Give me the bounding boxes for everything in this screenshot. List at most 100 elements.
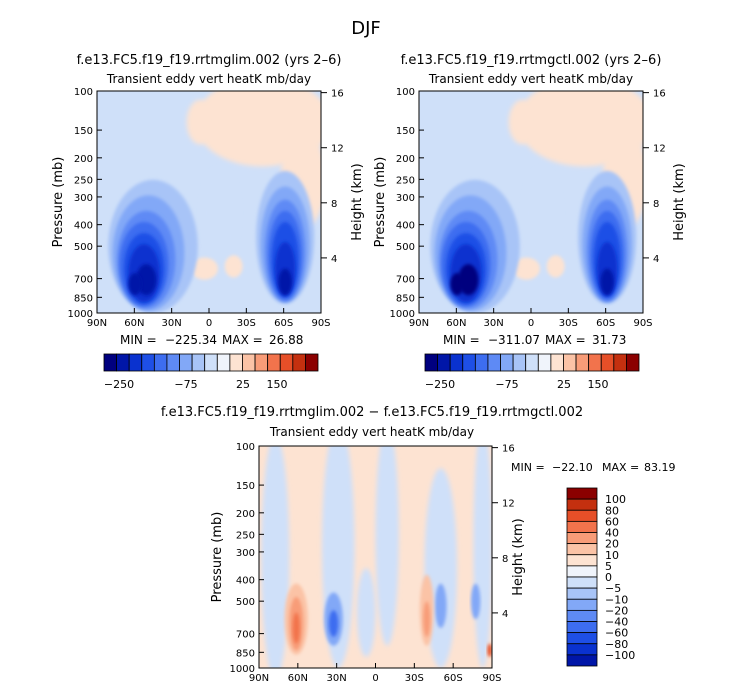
- colorbar-swatch: [566, 654, 598, 667]
- colorbar-swatch: [305, 353, 319, 372]
- x-tick-label: 90S: [633, 318, 652, 329]
- panel-3-y-axis: 100 150 200 250 300 400 500 700 850 1000: [230, 442, 264, 675]
- panel-3-colorbar-label: 0: [605, 571, 612, 584]
- panel-3-colorbar-label: −40: [605, 616, 628, 629]
- x-tick-label: 90N: [87, 318, 107, 329]
- colorbar-swatch: [566, 532, 598, 545]
- x-tick-label: 0: [528, 318, 534, 329]
- panel-3-title: f.e13.FC5.f19_f19.rrtmglim.002 − f.e13.F…: [161, 405, 583, 420]
- x-tick-label: 60N: [288, 673, 308, 684]
- x-tick-label: 30S: [405, 673, 424, 684]
- panel-1-colorbar-label: −250: [104, 378, 134, 391]
- y-tick-label: 500: [396, 242, 415, 253]
- y-tick-label: 100: [396, 87, 415, 98]
- colorbar-swatch: [179, 353, 193, 372]
- panel-2-colorbar-label: −75: [495, 378, 518, 391]
- panel-2-colorbar-label: 25: [557, 378, 571, 391]
- y-right-tick-label: 12: [331, 144, 344, 155]
- panel-2-ylabel-right: Height (km): [672, 163, 687, 240]
- x-tick-label: 60S: [596, 318, 615, 329]
- y-right-tick-label: 16: [502, 444, 515, 455]
- y-tick-label: 100: [74, 87, 93, 98]
- panel-2-colorbar-labels: −250 −75 25 150: [425, 378, 609, 391]
- panel-1-min-label: MIN =: [120, 333, 157, 347]
- colorbar-swatch: [292, 353, 306, 372]
- colorbar-swatch: [613, 353, 627, 372]
- panel-3-max-value: 83.19: [644, 461, 676, 474]
- colorbar-swatch: [588, 353, 602, 372]
- warm-region: [513, 257, 540, 280]
- panel-3-colorbar-label: 10: [605, 549, 619, 562]
- x-tick-label: 0: [206, 318, 212, 329]
- panel-3-max-label: MAX =: [602, 461, 639, 474]
- y-right-tick-label: 8: [331, 199, 337, 210]
- colorbar-swatch: [128, 353, 143, 372]
- panel-2-y-axis: 100 150 200 250 300 400 500 700 850 1000: [390, 87, 424, 320]
- panel-1-max-label: MAX =: [222, 333, 263, 347]
- panel-1-ylabel-right: Height (km): [350, 163, 365, 240]
- panel-2-max-value: 31.73: [592, 333, 626, 347]
- warm-region: [186, 99, 214, 145]
- colorbar-swatch: [566, 565, 598, 578]
- colorbar-swatch: [462, 353, 476, 372]
- panel-2-min-label: MIN =: [443, 333, 480, 347]
- panel-1-title: f.e13.FC5.f19_f19.rrtmglim.002 (yrs 2–6): [77, 53, 342, 68]
- colorbar-swatch: [537, 353, 552, 372]
- panel-2-field: [419, 91, 643, 313]
- colorbar-swatch: [566, 576, 598, 589]
- nh-eddy-cell: [128, 273, 142, 296]
- y-tick-label: 300: [236, 548, 255, 559]
- panel-3-x-axis: 90N 60N 30N 0 30S 60S 90S: [249, 663, 502, 684]
- y-tick-label: 200: [236, 509, 255, 520]
- negative-band: [375, 446, 399, 646]
- y-tick-label: 850: [74, 293, 93, 304]
- colorbar-swatch: [229, 353, 243, 372]
- negative-band: [261, 446, 290, 668]
- panel-3-colorbar-label: 40: [605, 527, 619, 540]
- panel-1-max-value: 26.88: [269, 333, 303, 347]
- x-tick-label: 90N: [409, 318, 429, 329]
- colorbar-swatch: [279, 353, 294, 372]
- panel-1: f.e13.FC5.f19_f19.rrtmglim.002 (yrs 2–6)…: [51, 53, 365, 391]
- colorbar-swatch: [566, 632, 598, 645]
- panel-1-colorbar: [103, 353, 319, 372]
- colorbar-swatch: [563, 353, 577, 372]
- panel-3-colorbar-label: −10: [605, 593, 628, 606]
- panel-1-y-axis-right: 16 12 8 4: [321, 89, 344, 265]
- colorbar-swatch: [566, 621, 598, 634]
- y-right-tick-label: 12: [653, 144, 666, 155]
- x-tick-label: 30S: [237, 318, 256, 329]
- y-tick-label: 300: [396, 193, 415, 204]
- panel-3-y-axis-right: 16 12 8 4: [492, 444, 515, 620]
- y-tick-label: 1000: [390, 309, 415, 320]
- y-tick-label: 700: [396, 275, 415, 286]
- colorbar-swatch: [103, 353, 117, 372]
- panel-2-title: f.e13.FC5.f19_f19.rrtmgctl.002 (yrs 2–6): [401, 53, 662, 68]
- y-right-tick-label: 4: [331, 254, 337, 265]
- panel-1-ylabel: Pressure (mb): [51, 157, 66, 248]
- negative-band: [356, 568, 376, 657]
- negative-band: [473, 446, 492, 668]
- panel-3-colorbar-label: 20: [605, 538, 619, 551]
- panel-1-colorbar-label: 25: [236, 378, 250, 391]
- panel-1-x-axis: 90N 60N 30N 0 30S 60S 90S: [87, 308, 331, 329]
- y-tick-label: 500: [74, 242, 93, 253]
- nh-eddy-cell: [450, 273, 464, 296]
- y-right-tick-label: 16: [653, 89, 666, 100]
- panel-3-colorbar-label: −60: [605, 627, 628, 640]
- x-tick-label: 60S: [274, 318, 293, 329]
- y-tick-label: 850: [236, 648, 255, 659]
- x-tick-label: 30N: [327, 673, 347, 684]
- y-right-tick-label: 8: [502, 554, 508, 565]
- panel-2-y-axis-right: 16 12 8 4: [643, 89, 666, 265]
- x-tick-label: 90S: [482, 673, 501, 684]
- warm-region: [224, 255, 243, 278]
- colorbar-swatch: [267, 353, 281, 372]
- colorbar-swatch: [566, 509, 598, 522]
- panel-2-colorbar-label: 150: [588, 378, 609, 391]
- warm-region: [546, 255, 565, 278]
- colorbar-swatch: [254, 353, 269, 372]
- panel-3: f.e13.FC5.f19_f19.rrtmglim.002 − f.e13.F…: [161, 405, 676, 684]
